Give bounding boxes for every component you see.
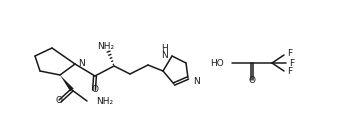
Text: O: O [248,76,256,85]
Text: O: O [91,85,98,94]
Text: F: F [287,50,292,58]
Text: N: N [193,77,200,86]
Text: O: O [56,96,63,105]
Polygon shape [60,75,74,91]
Text: HO: HO [210,58,224,67]
Text: H: H [161,44,168,53]
Text: F: F [289,58,294,67]
Text: NH₂: NH₂ [96,98,113,106]
Text: N: N [161,51,168,60]
Text: F: F [287,67,292,77]
Text: N: N [78,58,85,67]
Text: NH₂: NH₂ [97,42,114,51]
